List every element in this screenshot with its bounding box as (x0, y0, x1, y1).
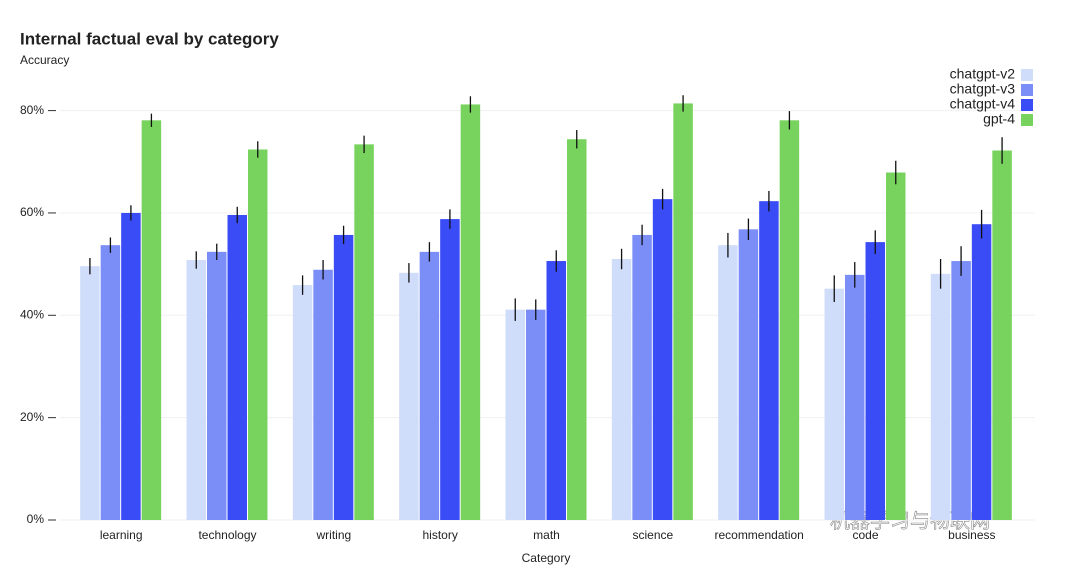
x-tick-label: code (852, 528, 878, 542)
bar (292, 285, 313, 520)
legend-swatch (1021, 84, 1033, 96)
bar (313, 269, 333, 520)
x-tick-label: recommendation (714, 528, 803, 542)
x-tick-label: business (948, 528, 995, 542)
legend-swatch (1021, 99, 1033, 111)
bar (779, 120, 800, 520)
bar (227, 214, 247, 521)
bar (673, 103, 693, 521)
legend-label: chatgpt-v3 (950, 81, 1016, 97)
x-tick-label: writing (315, 528, 351, 542)
bar (333, 234, 354, 520)
bar (141, 120, 162, 520)
bar (419, 251, 440, 520)
bar (845, 274, 865, 520)
bar (567, 139, 587, 520)
bar (80, 266, 100, 520)
y-tick-label: 60% (20, 205, 44, 219)
bar (121, 212, 141, 521)
bar (652, 199, 673, 520)
bar (951, 261, 971, 520)
legend-swatch (1021, 114, 1033, 126)
chart-title: Internal factual eval by category (20, 29, 279, 48)
bar (865, 242, 885, 521)
bar (824, 288, 844, 520)
x-tick-label: history (422, 528, 457, 542)
bar (207, 251, 227, 520)
bar (738, 229, 759, 521)
x-tick-label: science (632, 528, 673, 542)
x-tick-label: math (533, 528, 560, 542)
y-tick-label: 0% (27, 512, 45, 526)
bar (460, 104, 481, 521)
bar (718, 245, 738, 520)
bar (505, 309, 525, 520)
bar (526, 309, 546, 520)
x-tick-label: learning (100, 528, 143, 542)
bar (248, 149, 268, 520)
bar (632, 234, 652, 520)
bar (759, 201, 779, 520)
bar (546, 261, 566, 520)
bar (440, 219, 460, 521)
bar (354, 144, 374, 521)
bar (399, 272, 419, 520)
legend-label: chatgpt-v4 (950, 96, 1016, 112)
y-tick-label: 20% (20, 410, 44, 424)
bar (886, 172, 906, 520)
y-axis-label: Accuracy (20, 53, 69, 67)
legend-label: chatgpt-v2 (950, 66, 1016, 82)
bar (186, 260, 206, 520)
bar (971, 224, 992, 520)
x-axis-label: Category (522, 551, 571, 565)
y-tick-label: 40% (20, 307, 44, 321)
bar (992, 150, 1012, 520)
legend-label: gpt-4 (983, 111, 1015, 127)
bar (930, 273, 951, 520)
y-tick-label: 80% (20, 103, 44, 117)
bar (611, 259, 632, 520)
bar (100, 245, 121, 520)
x-tick-label: technology (198, 528, 256, 542)
legend-swatch (1021, 69, 1033, 81)
